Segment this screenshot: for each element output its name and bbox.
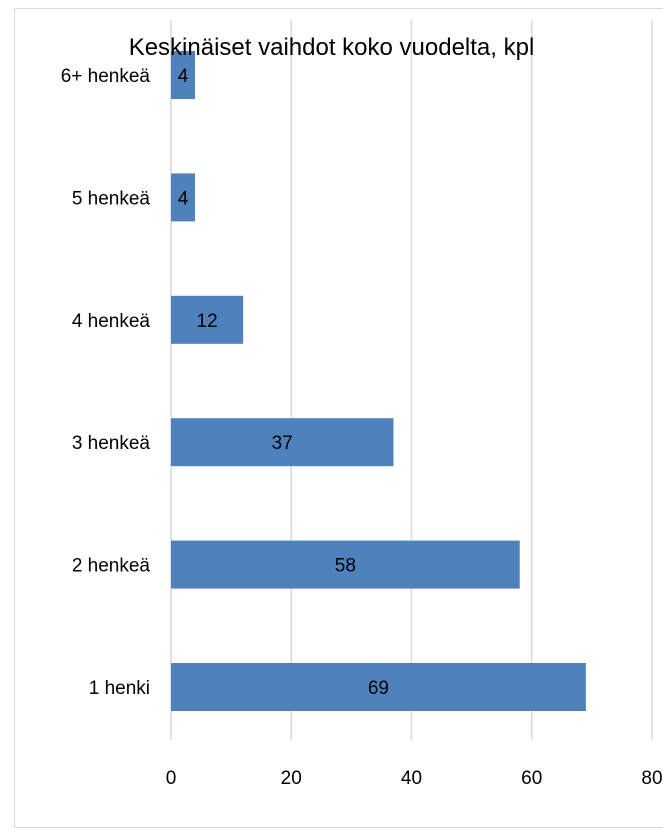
category-label: 3 henkeä (72, 433, 151, 454)
data-label: 12 (197, 311, 218, 332)
bar (171, 540, 520, 589)
data-label: 4 (178, 66, 189, 87)
x-tick-label: 20 (281, 768, 302, 789)
bar (171, 663, 586, 711)
bar (171, 173, 196, 222)
gridlines (170, 20, 653, 740)
data-label: 37 (272, 433, 293, 454)
chart-title: Keskinäiset vaihdot koko vuodelta, kpl (128, 34, 535, 61)
category-axis: 1 henki 2 henkeä 3 henkeä 4 henkeä 5 henkeä 6… (61, 66, 151, 699)
bar (171, 418, 394, 467)
x-tick-label: 0 (166, 768, 177, 789)
category-label: 1 henki (89, 678, 150, 699)
value-axis: 0 20 40 60 80 (166, 768, 663, 789)
x-tick-label: 60 (521, 768, 542, 789)
category-label: 2 henkeä (72, 556, 151, 577)
category-label: 5 henkeä (72, 188, 151, 209)
data-label: 58 (335, 556, 356, 577)
data-labels: 69 58 37 12 4 4 (178, 66, 389, 699)
data-label: 69 (368, 678, 389, 699)
category-label: 4 henkeä (72, 311, 151, 332)
bar (171, 51, 196, 99)
bar (171, 295, 244, 344)
category-label: 6+ henkeä (61, 66, 151, 87)
x-tick-label: 80 (641, 768, 662, 789)
data-label: 4 (178, 188, 189, 209)
x-tick-label: 40 (401, 768, 422, 789)
bars (171, 51, 586, 711)
